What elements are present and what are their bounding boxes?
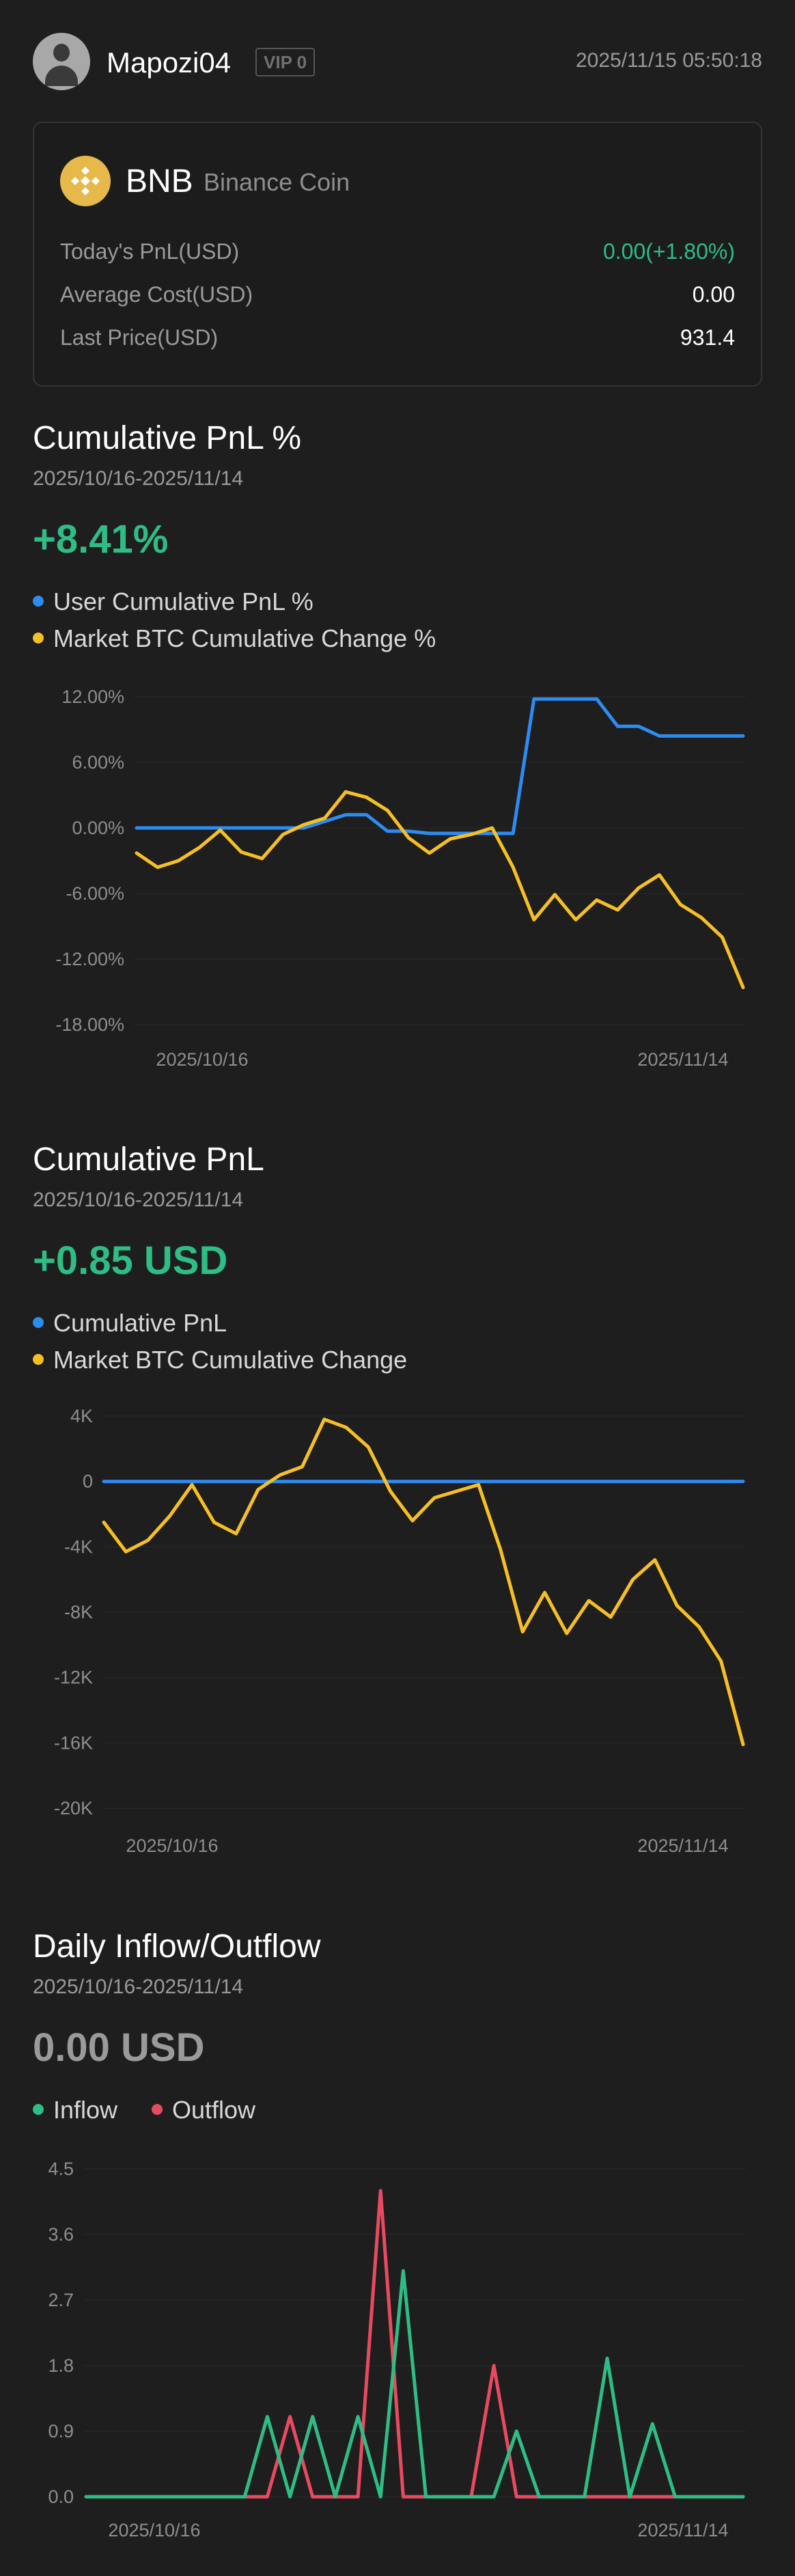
- x-tick-label: 2025/11/14: [637, 1836, 728, 1856]
- y-tick-label: -16K: [54, 1732, 93, 1753]
- last-price-value: 931.4: [680, 325, 735, 350]
- bnb-coin-icon: [60, 156, 111, 206]
- x-tick-label: 2025/10/16: [156, 1049, 248, 1070]
- legend-label: Market BTC Cumulative Change %: [53, 624, 436, 652]
- legend-dot-blue: [33, 596, 44, 607]
- legend-label: User Cumulative PnL %: [53, 587, 313, 615]
- legend-dot-green: [33, 2104, 44, 2116]
- last-price-label: Last Price(USD): [60, 325, 219, 350]
- legend-label: Inflow: [53, 2096, 118, 2124]
- pnl-abs-title: Cumulative PnL: [33, 1141, 264, 1178]
- flow-date-range: 2025/10/16-2025/11/14: [33, 1976, 244, 1998]
- pnl-abs-value: +0.85 USD: [33, 1238, 228, 1283]
- y-tick-label: 3.6: [48, 2224, 74, 2245]
- coin-name: Binance Coin: [204, 168, 350, 196]
- y-tick-label: 4.5: [48, 2159, 74, 2179]
- average-cost-label: Average Cost(USD): [60, 282, 253, 307]
- y-tick-label: -18.00%: [55, 1014, 124, 1035]
- x-tick-label: 2025/10/16: [108, 2520, 200, 2540]
- legend-dot-red: [152, 2104, 163, 2116]
- y-tick-label: 0.9: [48, 2421, 74, 2441]
- y-tick-label: -6.00%: [66, 883, 124, 904]
- legend-market-change-pct[interactable]: Market BTC Cumulative Change %: [33, 624, 436, 653]
- y-tick-label: 0.00%: [72, 818, 124, 838]
- pnl-pct-chart[interactable]: 12.00% 6.00% 0.00% -6.00% -12.00% -18.00% 2025…: [0, 676, 795, 1079]
- flow-value: 0.00 USD: [33, 2025, 205, 2070]
- vip-badge: VIP 0: [255, 48, 316, 77]
- pnl-abs-date-range: 2025/10/16-2025/11/14: [33, 1189, 244, 1211]
- legend-cumulative-pnl[interactable]: Cumulative PnL: [33, 1309, 227, 1338]
- y-tick-label: 12.00%: [61, 687, 124, 707]
- legend-market-change[interactable]: Market BTC Cumulative Change: [33, 1346, 407, 1374]
- y-tick-label: 4K: [70, 1406, 93, 1426]
- user-avatar-icon[interactable]: [33, 33, 90, 90]
- y-tick-label: 2.7: [48, 2290, 74, 2310]
- y-tick-label: -12K: [54, 1667, 93, 1688]
- y-tick-label: 6.00%: [72, 752, 124, 773]
- flow-chart[interactable]: 4.5 3.6 2.7 1.8 0.9 0.0 2025/10/16 2025/11/14: [0, 2148, 795, 2576]
- asset-card: BNB Binance Coin Today's PnL(USD) 0.00(+…: [33, 122, 762, 387]
- market-btc-cumulative-change-line: [102, 1417, 745, 1747]
- legend-user-pnl-pct[interactable]: User Cumulative PnL %: [33, 587, 313, 616]
- legend-label: Market BTC Cumulative Change: [53, 1346, 408, 1374]
- y-tick-label: -4K: [64, 1536, 93, 1557]
- x-tick-label: 2025/11/14: [637, 1049, 728, 1070]
- legend-label: Cumulative PnL: [53, 1309, 227, 1337]
- pnl-abs-chart[interactable]: 4K 0 -4K -8K -12K -16K -20K 2025/10/16 2025/11/1…: [0, 1397, 795, 1868]
- legend-dot-yellow: [33, 1354, 44, 1366]
- y-tick-label: -12.00%: [55, 949, 124, 969]
- x-tick-label: 2025/11/14: [637, 2520, 728, 2540]
- legend-dot-yellow: [33, 633, 44, 644]
- todays-pnl-value: 0.00(+1.80%): [602, 239, 735, 264]
- snapshot-timestamp: 2025/11/15 05:50:18: [575, 49, 762, 72]
- legend-dot-blue: [33, 1317, 44, 1329]
- inflow-line: [84, 2269, 745, 2499]
- coin-symbol: BNB: [126, 163, 193, 199]
- legend-label: Outflow: [172, 2096, 256, 2124]
- y-tick-label: 0.0: [48, 2487, 74, 2507]
- y-tick-label: 1.8: [48, 2355, 74, 2376]
- y-tick-label: -8K: [64, 1602, 93, 1622]
- flow-title: Daily Inflow/Outflow: [33, 1928, 321, 1965]
- y-tick-label: -20K: [54, 1798, 93, 1818]
- legend-outflow[interactable]: Outflow: [152, 2096, 255, 2124]
- pnl-pct-date-range: 2025/10/16-2025/11/14: [33, 467, 244, 490]
- pnl-pct-value: +8.41%: [33, 517, 169, 562]
- y-tick-label: 0: [83, 1471, 93, 1492]
- pnl-pct-title: Cumulative PnL %: [33, 420, 302, 456]
- header: Mapozi04 VIP 0 2025/11/15 05:50:18: [33, 33, 762, 90]
- username: Mapozi04: [107, 46, 232, 79]
- market-btc-cumulative-change-line: [135, 790, 745, 990]
- user-cumulative-pnl-line: [135, 697, 745, 835]
- average-cost-value: 0.00: [692, 282, 735, 307]
- todays-pnl-label: Today's PnL(USD): [60, 239, 240, 264]
- legend-inflow[interactable]: Inflow: [33, 2096, 117, 2124]
- x-tick-label: 2025/10/16: [126, 1836, 218, 1856]
